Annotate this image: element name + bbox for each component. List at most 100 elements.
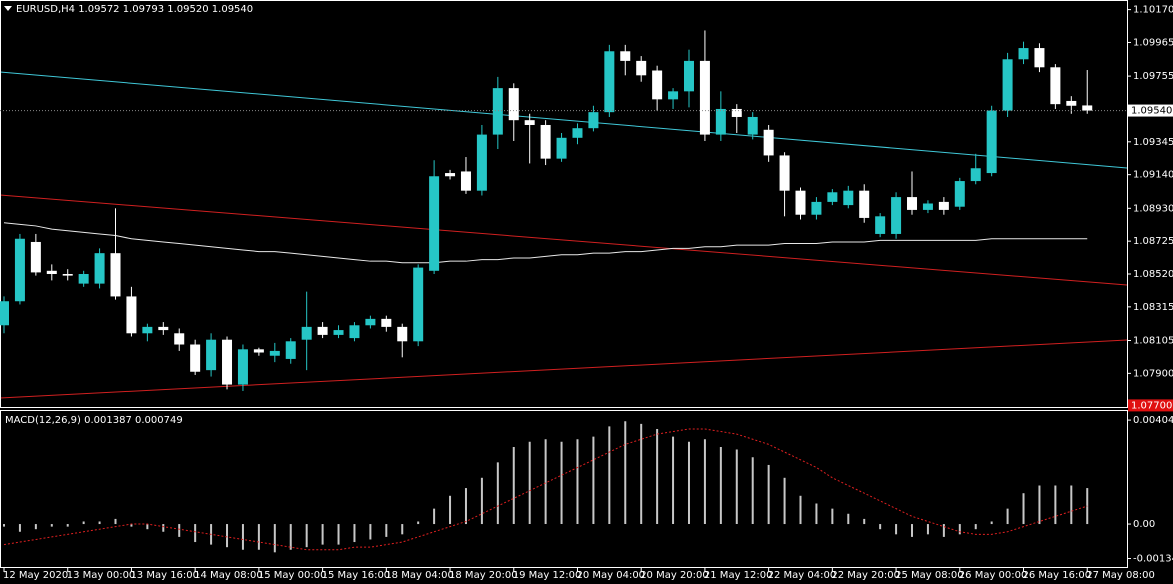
candle-body	[269, 350, 280, 356]
candle-body	[381, 318, 392, 327]
candle-body	[620, 51, 631, 61]
x-tick-label: 19 May 12:00	[513, 570, 582, 581]
candle-body	[62, 274, 73, 276]
trend-line	[0, 194, 1128, 286]
candle-body	[413, 267, 424, 342]
candle-body	[779, 155, 790, 191]
candle-body	[875, 216, 886, 234]
candle-body	[0, 301, 9, 326]
price-tag-label: 1.09540	[1131, 106, 1172, 117]
candle-body	[14, 238, 25, 302]
candle-body	[206, 339, 217, 371]
candle-body	[46, 270, 57, 275]
x-tick-label: 13 May 00:00	[67, 570, 136, 581]
x-tick-label: 22 May 04:00	[768, 570, 837, 581]
x-tick-label: 18 May 04:00	[385, 570, 454, 581]
candle-body	[460, 171, 471, 191]
candle-body	[572, 128, 583, 138]
macd-title: MACD(12,26,9) 0.001387 0.000749	[5, 415, 183, 426]
candle-body	[1082, 105, 1093, 111]
candle-body	[524, 120, 535, 125]
trend-line	[0, 339, 1128, 399]
candle-body	[142, 326, 153, 334]
candle-body	[588, 112, 599, 129]
x-tick-label: 20 May 04:00	[576, 570, 645, 581]
x-tick-label: 25 May 08:00	[895, 570, 964, 581]
x-tick-label: 15 May 00:00	[258, 570, 327, 581]
x-tick-label: 12 May 2020	[3, 570, 68, 581]
y-tick-label: 1.09140	[1133, 170, 1173, 181]
menu-arrow	[4, 6, 12, 11]
candle-body	[365, 318, 376, 326]
candle-body	[540, 124, 551, 159]
candle-body	[859, 190, 870, 218]
x-tick-label: 26 May 00:00	[959, 570, 1028, 581]
candle-body	[476, 134, 487, 191]
candle-body	[301, 326, 312, 340]
candle-body	[190, 344, 201, 372]
candle-body	[285, 341, 296, 359]
candle-body	[126, 296, 137, 334]
candle-body	[445, 173, 456, 177]
x-tick-label: 20 May 20:00	[640, 570, 709, 581]
y-tick-label: 0.00	[1133, 519, 1155, 530]
signal-line	[3, 428, 1088, 551]
candle-body	[811, 201, 822, 215]
y-tick-label: 1.09345	[1133, 137, 1173, 148]
candle-body	[970, 168, 981, 182]
trend-line	[0, 71, 1128, 169]
candle-body	[508, 88, 519, 121]
candle-body	[954, 181, 965, 207]
y-tick-label: 1.08725	[1133, 236, 1173, 247]
candle-body	[652, 70, 663, 100]
candle-body	[922, 203, 933, 210]
candle-body	[683, 60, 694, 92]
x-tick-label: 14 May 08:00	[194, 570, 263, 581]
candle-body	[222, 339, 233, 385]
x-tick-label: 21 May 12:00	[704, 570, 773, 581]
candle-body	[891, 197, 902, 234]
macd-frame	[0, 410, 1128, 568]
candle-body	[827, 192, 838, 202]
x-tick-label: 26 May 16:00	[1023, 570, 1092, 581]
price-tag	[1128, 399, 1173, 412]
candle-body	[843, 190, 854, 206]
price-tag-label: 1.07700	[1131, 400, 1172, 411]
moving-average	[3, 222, 1088, 264]
y-tick-label: 1.08105	[1133, 336, 1173, 347]
y-tick-label: 1.09965	[1133, 37, 1173, 48]
candle-body	[397, 326, 408, 342]
candle-body	[556, 137, 567, 159]
y-tick-label: 1.07900	[1133, 368, 1173, 379]
candle-body	[604, 51, 615, 113]
y-tick-label: 0.004045	[1133, 415, 1173, 426]
candle-body	[1002, 59, 1013, 111]
candle-body	[253, 349, 264, 353]
candle-body	[747, 116, 758, 135]
candle-body	[158, 326, 169, 331]
candle-body	[317, 326, 328, 335]
candle-body	[349, 325, 360, 339]
candle-body	[1066, 100, 1077, 106]
candle-body	[668, 91, 679, 100]
candle-body	[333, 330, 344, 335]
y-tick-label: 1.08520	[1133, 269, 1173, 280]
x-tick-label: 22 May 20:00	[831, 570, 900, 581]
candle-body	[1018, 48, 1029, 60]
candle-body	[110, 253, 121, 297]
x-tick-label: 13 May 16:00	[130, 570, 199, 581]
candle-body	[429, 176, 440, 271]
candle-body	[636, 60, 647, 76]
candle-body	[907, 197, 918, 210]
candle-body	[715, 108, 726, 135]
candle-body	[938, 201, 949, 210]
candle-body	[795, 190, 806, 215]
x-tick-label: 15 May 16:00	[322, 570, 391, 581]
candle-body	[174, 333, 185, 345]
main-frame	[0, 0, 1128, 408]
candle-body	[94, 253, 105, 284]
candle-body	[78, 274, 89, 284]
y-tick-label: 1.08315	[1133, 302, 1173, 313]
price-tag	[1128, 104, 1173, 117]
